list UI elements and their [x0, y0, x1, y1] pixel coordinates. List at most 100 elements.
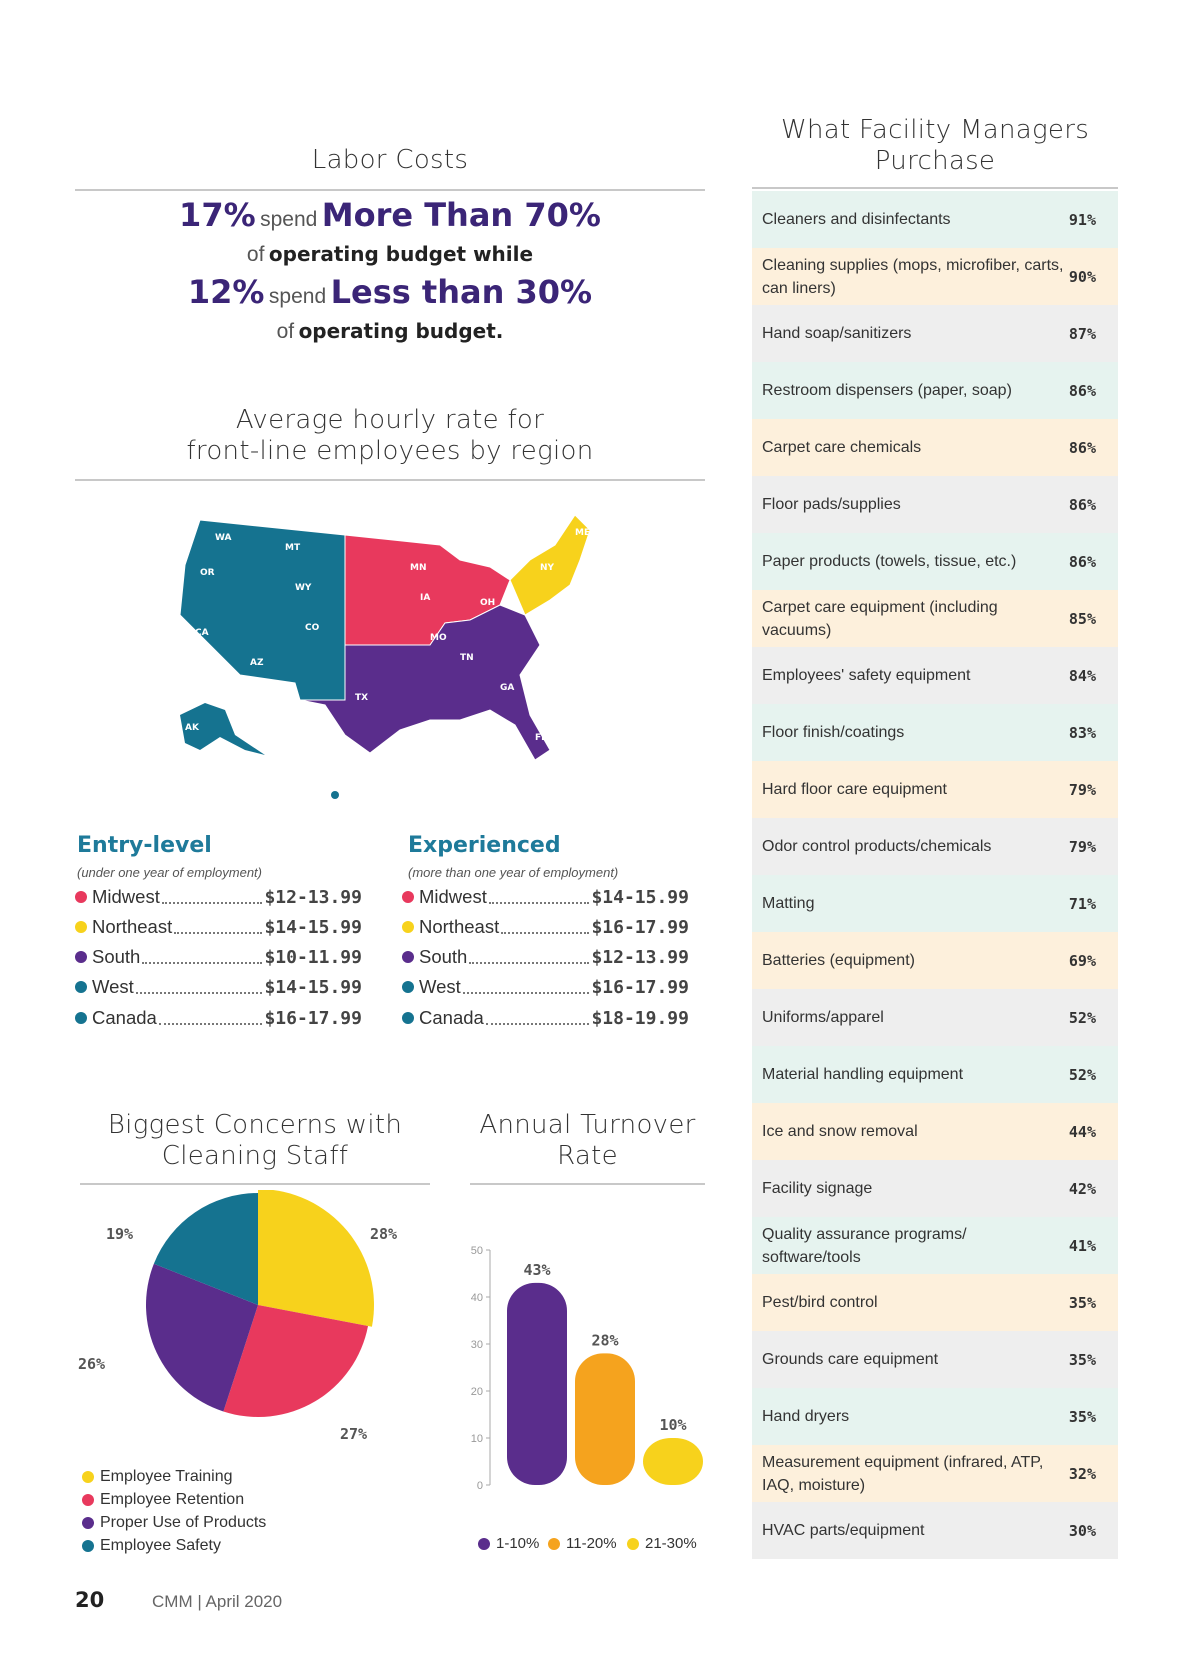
- pie-value-label: 26%: [78, 1355, 106, 1373]
- rate-value: $14-15.99: [264, 976, 362, 998]
- region-dot: [402, 981, 414, 993]
- bar-value-label: 28%: [591, 1331, 618, 1349]
- leader-dots: [485, 1023, 590, 1025]
- purchase-row: Matting 71%: [752, 875, 1118, 932]
- region-name: Northeast: [419, 916, 500, 937]
- entry-rate-row: South $10-11.99: [75, 942, 362, 972]
- labor-phrase-1: More Than 70%: [321, 196, 601, 234]
- region-name: Northeast: [92, 916, 173, 937]
- purchase-item: Hard floor care equipment: [762, 781, 947, 798]
- region-dot: [402, 1012, 414, 1024]
- concerns-title: Biggest Concerns with Cleaning Staff: [80, 1110, 430, 1172]
- map-label-ca: CA: [195, 628, 209, 638]
- entry-level-sub: (under one year of employment): [77, 865, 262, 880]
- map-label-or: OR: [200, 568, 215, 578]
- purchase-pct: 91%: [1068, 210, 1096, 229]
- rate-value: $12-13.99: [264, 886, 362, 908]
- region-dot: [75, 891, 87, 903]
- purchase-pct: 90%: [1068, 267, 1096, 286]
- labor-line-3: 12% spend Less than 30%: [75, 273, 705, 317]
- legend-label: 21-30%: [645, 1535, 697, 1552]
- purchase-item: Restroom dispensers (paper, soap): [762, 382, 1012, 399]
- region-name: Midwest: [419, 886, 487, 907]
- concerns-rule: [80, 1183, 430, 1185]
- purchase-row: Carpet care chemicals 86%: [752, 419, 1118, 476]
- pie-slice-2: [145, 1263, 258, 1412]
- concerns-title-line1: Biggest Concerns with: [107, 1110, 403, 1140]
- publication-info: CMM | April 2020: [152, 1592, 283, 1611]
- rate-value: $12-13.99: [591, 946, 689, 968]
- leader-dots: [174, 932, 263, 934]
- purchase-title-line2: Purchase: [874, 146, 996, 176]
- turnover-bar-chart: 0 10 20 30 40 50 43% 28% 10%: [471, 1245, 703, 1490]
- bar-value-label: 10%: [659, 1416, 686, 1434]
- purchase-item: Facility signage: [762, 1180, 873, 1197]
- purchase-row: Hand dryers 35%: [752, 1388, 1118, 1445]
- purchase-row: Batteries (equipment) 69%: [752, 932, 1118, 989]
- map-label-me: ME: [575, 528, 590, 538]
- purchase-row: HVAC parts/equipment 30%: [752, 1502, 1118, 1559]
- leader-dots: [161, 902, 263, 904]
- purchase-row: Quality assurance programs/ software/too…: [752, 1217, 1118, 1274]
- experienced-heading: Experienced: [408, 833, 561, 858]
- purchase-row: Odor control products/chemicals 79%: [752, 818, 1118, 875]
- purchase-item: Grounds care equipment: [762, 1351, 939, 1368]
- leader-dots: [488, 902, 590, 904]
- experienced-rate-row: Canada $18-19.99: [402, 1003, 689, 1033]
- map-region-south: [299, 604, 551, 761]
- rate-value: $10-11.99: [264, 946, 362, 968]
- legend-dot: [627, 1537, 639, 1550]
- purchase-pct: 85%: [1068, 609, 1096, 628]
- purchase-item: Hand soap/sanitizers: [762, 325, 912, 342]
- concerns-legend-item: Proper Use of Products: [82, 1514, 266, 1532]
- map-label-ak: AK: [185, 723, 200, 733]
- purchase-item: Pest/bird control: [762, 1294, 878, 1311]
- purchase-row: Cleaning supplies (mops, microfiber, car…: [752, 248, 1118, 305]
- legend-label: 11-20%: [566, 1535, 617, 1552]
- entry-rate-row: Northeast $14-15.99: [75, 912, 362, 942]
- purchase-pct: 41%: [1068, 1236, 1096, 1255]
- rate-value: $14-15.99: [591, 886, 689, 908]
- labor-phrase-2: Less than 30%: [330, 273, 593, 311]
- map-hawaii: [331, 791, 339, 799]
- purchase-row: Carpet care equipment (including vacuums…: [752, 590, 1118, 647]
- purchase-pct: 35%: [1068, 1293, 1096, 1312]
- purchase-item: Cleaning supplies (mops, microfiber, car…: [762, 256, 1064, 297]
- labor-of-2: of: [276, 320, 295, 343]
- rate-value: $18-19.99: [591, 1007, 689, 1029]
- legend-label: Employee Safety: [100, 1537, 221, 1554]
- purchase-pct: 87%: [1068, 324, 1096, 343]
- map-label-tx: TX: [355, 693, 368, 703]
- purchase-item: Cleaners and disinfectants: [762, 211, 951, 228]
- purchase-pct: 52%: [1068, 1008, 1096, 1027]
- pie-slice-1: [223, 1305, 369, 1417]
- bar-value-label: 43%: [523, 1261, 550, 1279]
- map-label-wy: WY: [295, 583, 312, 593]
- purchase-item: Material handling equipment: [762, 1066, 964, 1083]
- map-label-ia: IA: [420, 593, 430, 603]
- labor-line-1: 17% spend More Than 70%: [75, 196, 705, 240]
- leader-dots: [158, 1023, 263, 1025]
- region-name: West: [419, 976, 461, 997]
- turnover-title-line2: Rate: [557, 1141, 618, 1171]
- purchase-pct: 79%: [1068, 837, 1096, 856]
- purchase-pct: 35%: [1068, 1407, 1096, 1426]
- purchase-title: What Facility Managers Purchase: [752, 115, 1118, 177]
- purchase-row: Restroom dispensers (paper, soap) 86%: [752, 362, 1118, 419]
- purchase-row: Cleaners and disinfectants 91%: [752, 191, 1118, 248]
- purchase-row: Facility signage 42%: [752, 1160, 1118, 1217]
- labor-pct-2: 12%: [187, 273, 265, 311]
- y-tick-label: 50: [471, 1245, 483, 1257]
- purchase-item: Odor control products/chemicals: [762, 838, 992, 855]
- rate-value: $16-17.99: [591, 916, 689, 938]
- pie-value-label: 19%: [106, 1225, 134, 1243]
- purchase-pct: 86%: [1068, 495, 1096, 514]
- purchase-pct: 44%: [1068, 1122, 1096, 1141]
- map-label-tn: TN: [460, 653, 474, 663]
- turnover-title: Annual Turnover Rate: [470, 1110, 705, 1172]
- entry-rate-row: Midwest $12-13.99: [75, 882, 362, 912]
- purchase-row: Ice and snow removal 44%: [752, 1103, 1118, 1160]
- turnover-bar-0: [507, 1282, 567, 1485]
- purchase-item: Batteries (equipment): [762, 952, 915, 969]
- rate-value: $16-17.99: [591, 976, 689, 998]
